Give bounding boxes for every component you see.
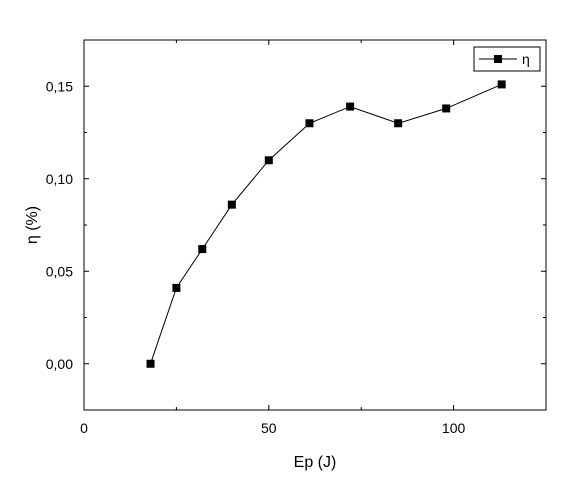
data-point xyxy=(227,200,236,209)
y-tick-label: 0,05 xyxy=(46,263,73,279)
x-tick-label: 50 xyxy=(261,420,277,436)
data-point xyxy=(346,102,355,111)
data-point xyxy=(394,119,403,128)
data-point xyxy=(442,104,451,113)
series-line xyxy=(150,83,502,364)
data-point xyxy=(264,156,273,165)
legend-marker xyxy=(494,55,502,63)
x-tick-label: 100 xyxy=(442,420,466,436)
data-point xyxy=(172,283,181,292)
axis-ticks xyxy=(83,40,546,410)
y-axis-title: η (%) xyxy=(24,206,41,244)
tick-labels: 0 50 100 0,00 0,05 0,10 0,15 xyxy=(46,78,466,436)
y-tick-label: 0,10 xyxy=(46,171,73,187)
x-axis-title: Ep (J) xyxy=(294,454,337,471)
x-tick-label: 0 xyxy=(80,420,88,436)
y-tick-label: 0,15 xyxy=(46,78,73,94)
legend: η xyxy=(473,46,541,72)
legend-label: η xyxy=(522,51,530,67)
data-point xyxy=(198,245,207,254)
data-point xyxy=(305,119,314,128)
series-markers xyxy=(146,80,506,368)
data-point xyxy=(146,359,155,368)
y-tick-label: 0,00 xyxy=(46,356,73,372)
data-point xyxy=(497,80,506,89)
